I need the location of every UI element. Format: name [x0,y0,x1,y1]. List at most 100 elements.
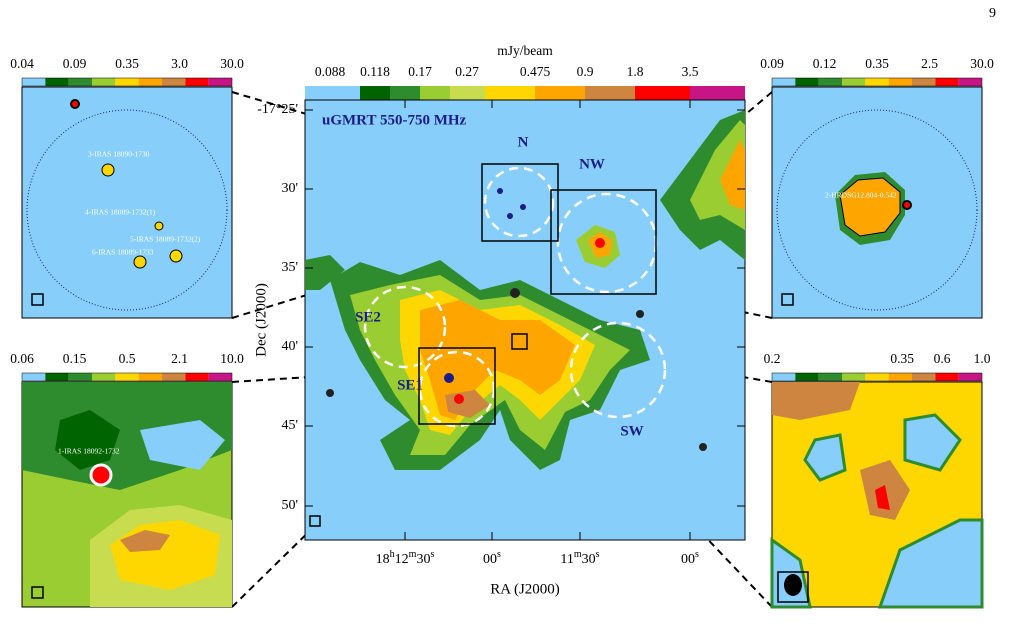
inset-colorbar-segment [92,373,116,381]
inset-colorbar-segment [138,78,162,86]
inset-colorbar-segment [795,78,819,86]
inset-colorbar-tick-label: 0.35 [890,351,914,366]
regions [309,163,667,527]
tick-unit: s [596,549,600,560]
inset-colorbar-segment [185,373,209,381]
inset-colorbar-tick-label: 2.5 [921,56,938,71]
source-label: 3-IRAS 18090-1730 [88,150,150,159]
inset-colorbar-segment [935,78,959,86]
inset-colorbar-frame [21,372,233,382]
x-axis-label: RA (J2000) [490,581,560,597]
y-tick-label: 40' [281,339,298,354]
inset-colorbar-segment [92,78,116,86]
inset-colorbar-segment [958,78,982,86]
inset-colorbar-frame [771,372,983,382]
inset-colorbar-frame [771,77,983,87]
emission [305,110,745,470]
inset-colorbar-tick-label: 0.09 [760,56,784,71]
inset-colorbar-segment [22,373,46,381]
tick-number: 11 [560,552,573,567]
inset-colorbar-segment [818,373,842,381]
inset-colorbar-segment [842,78,866,86]
inset-colorbar-segment [162,373,186,381]
y-tick-label: 45' [281,418,298,433]
inset-colorbar-segment [818,78,842,86]
inset-colorbar-segment [888,78,912,86]
inset-colorbar-segment [865,78,889,86]
inset-colorbar-tick-label: 0.06 [10,351,34,366]
inset-colorbar-segment [772,373,796,381]
tick-number: 00 [681,552,695,567]
inset-colorbar-segment [795,373,819,381]
inset-colorbar-tick-label: 1.0 [974,351,991,366]
x-tick-label: 18h12m30s [376,549,435,567]
inset-colorbar-tick-label: 0.35 [865,56,889,71]
tick-unit: s [430,549,434,560]
inset-colorbar-tick-label: 0.04 [10,56,34,71]
tick-unit: s [695,549,699,560]
colorbar-tick-label: 1.8 [627,64,644,79]
inset-colorbar-segment [68,78,92,86]
x-tick-label: 00s [681,549,699,567]
y-tick-label: 30' [281,181,298,196]
colorbar-tick-label: 0.118 [360,64,390,79]
y-tick-label: 35' [281,260,298,275]
inset-colorbar-segment [865,373,889,381]
tick-number: 00 [483,552,497,567]
inset-colorbar-segment [45,373,69,381]
colorbar-tick-label: 0.17 [408,64,432,79]
tick-number: 12 [395,552,409,567]
source-label: 2-HRDSG12.804-0.542 [825,191,897,200]
source-label: 6-IRAS 18089-1733 [92,248,154,257]
inset-colorbar-segment [912,78,936,86]
tick-number: 18 [376,552,390,567]
inset-colorbar-tick-label: 0.35 [115,56,139,71]
region-label: N [518,134,529,150]
colorbar-tick-label: 0.088 [315,64,346,79]
region-label: SE2 [355,309,381,325]
inset-colorbar-segment [772,78,796,86]
inset-colorbar-segment [888,373,912,381]
inset-colorbar-segment [208,373,232,381]
inset-colorbar-segment [935,373,959,381]
inset-colorbar-tick-label: 0.12 [813,56,837,71]
colorbar-unit: mJy/beam [497,43,553,58]
inset-colorbar-tick-label: 0.2 [764,351,781,366]
tick-unit: s [497,549,501,560]
inset-colorbar-segment [22,78,46,86]
main-colorbar [305,86,745,100]
source-label: 4-IRAS 18089-1732(1) [85,208,156,217]
inset-colorbar-tick-label: 30.0 [970,56,994,71]
main-panel: mJy/beam 0.088 0.118 0.17 0.27 0.475 0.9 1.8 3.… [253,43,746,597]
x-tick-label: 11m30s [560,549,599,567]
inset-bottom-left [21,381,233,608]
inset-colorbar-segment [138,373,162,381]
inset-top-right [771,86,983,319]
inset-colorbar-segment [912,373,936,381]
inset-colorbar-tick-label: 0.5 [119,351,136,366]
region-label: SW [620,423,643,439]
inset-colorbar-tick-label: 0.09 [63,56,87,71]
inset-colorbar-segment [68,373,92,381]
inset-colorbar-segment [208,78,232,86]
inset-colorbar-segment [185,78,209,86]
inset-colorbar-segment [842,373,866,381]
source-label: 5-IRAS 18089-1732(2) [130,235,201,244]
inset-bottom-right [770,381,984,609]
inset-colorbar-segment [45,78,69,86]
y-tick-label: 50' [281,498,298,513]
x-tick-label: 00s [483,549,501,567]
inset-colorbar-segment [162,78,186,86]
colorbar-tick-label: 0.475 [520,64,551,79]
insets: 0.04 0.09 0.35 3.0 30.0 3-IRAS 18090-1730 4-IR… [10,56,994,609]
colorbar-tick-label: 3.5 [682,64,699,79]
inset-colorbar-tick-label: 0.6 [934,351,951,366]
inset-top-left [21,86,233,319]
tick-unit: h [390,549,395,560]
inset-colorbar-segment [115,373,139,381]
tick-number: 30 [416,552,430,567]
inset-colorbar-segment [115,78,139,86]
tick-unit: m [574,549,582,560]
tick-unit: m [409,549,417,560]
